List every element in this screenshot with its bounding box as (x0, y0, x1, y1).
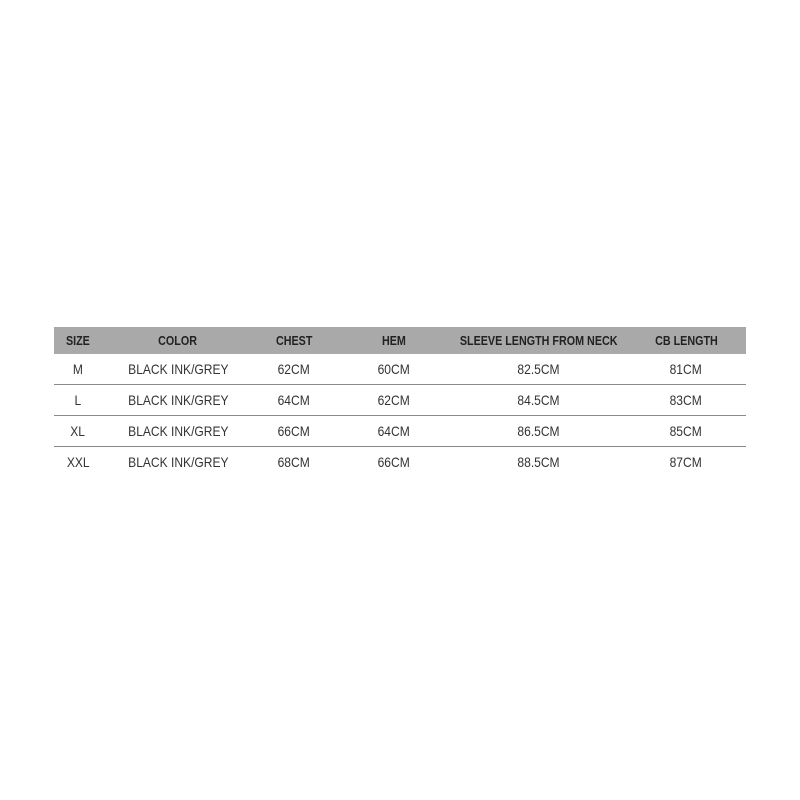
cell-hem: 62CM (377, 392, 411, 408)
cell-sleeve-length: 84.5CM (517, 392, 561, 408)
cell-size: L (74, 392, 82, 408)
cell-chest: 68CM (277, 454, 311, 470)
cell-cb-length: 87CM (669, 454, 703, 470)
table-row: L BLACK INK/GREY 64CM 62CM 84.5CM 83CM (54, 385, 746, 416)
header-hem: HEM (382, 333, 406, 348)
cell-size: XXL (66, 454, 90, 470)
cell-sleeve-length: 88.5CM (517, 454, 561, 470)
header-size: SIZE (66, 333, 90, 348)
header-color: COLOR (158, 333, 198, 348)
header-sleeve-length: SLEEVE LENGTH FROM NECK (460, 333, 618, 348)
cell-chest: 64CM (277, 392, 311, 408)
table-row: XXL BLACK INK/GREY 68CM 66CM 88.5CM 87CM (54, 447, 746, 477)
cell-size: XL (70, 423, 86, 439)
cell-hem: 60CM (377, 361, 411, 377)
cell-sleeve-length: 82.5CM (517, 361, 561, 377)
cell-chest: 62CM (277, 361, 311, 377)
cell-cb-length: 81CM (669, 361, 703, 377)
cell-color: BLACK INK/GREY (127, 454, 229, 470)
cell-cb-length: 85CM (669, 423, 703, 439)
cell-size: M (72, 361, 84, 377)
table-row: XL BLACK INK/GREY 66CM 64CM 86.5CM 85CM (54, 416, 746, 447)
cell-hem: 66CM (377, 454, 411, 470)
cell-color: BLACK INK/GREY (127, 361, 229, 377)
cell-hem: 64CM (377, 423, 411, 439)
header-chest: CHEST (275, 333, 313, 348)
header-cb-length: CB LENGTH (654, 333, 718, 348)
table-row: M BLACK INK/GREY 62CM 60CM 82.5CM 81CM (54, 354, 746, 385)
size-chart-table: SIZE COLOR CHEST HEM SLEEVE LENGTH FROM … (54, 327, 746, 477)
cell-color: BLACK INK/GREY (127, 423, 229, 439)
cell-color: BLACK INK/GREY (127, 392, 229, 408)
table-header: SIZE COLOR CHEST HEM SLEEVE LENGTH FROM … (54, 327, 746, 354)
cell-sleeve-length: 86.5CM (517, 423, 561, 439)
cell-cb-length: 83CM (669, 392, 703, 408)
cell-chest: 66CM (277, 423, 311, 439)
